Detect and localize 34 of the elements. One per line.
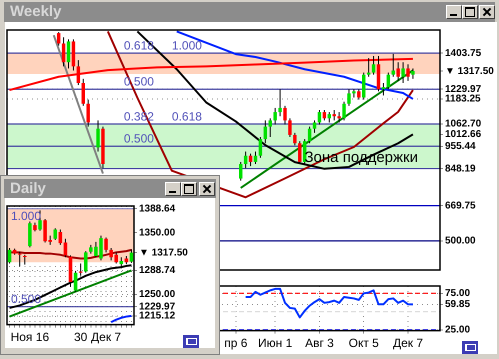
x-tick-label: 30 bbox=[74, 330, 88, 344]
chart-title: Daily bbox=[4, 179, 216, 198]
x-tick-label: Окт 5 bbox=[348, 336, 380, 350]
y-tick-label: 1062.70 bbox=[445, 118, 482, 130]
y-tick-label: ▼ 1317.50 bbox=[445, 66, 494, 77]
y-tick-label: 1215.12 bbox=[139, 310, 176, 322]
annotation: 0.500 bbox=[124, 132, 154, 146]
x-tick-label: пр 6 bbox=[224, 336, 248, 350]
y-tick-label: 955.44 bbox=[445, 141, 476, 152]
y-tick-label: 1229.97 bbox=[445, 84, 482, 95]
y-tick-label: 848.19 bbox=[445, 163, 476, 174]
y-tick-label: 669.75 bbox=[445, 200, 476, 212]
y-tick-label: 1350.00 bbox=[139, 227, 176, 238]
y-tick-label: 1183.25 bbox=[445, 94, 482, 105]
chart-title: Weekly bbox=[4, 2, 495, 22]
y-tick-label: 75.00 bbox=[445, 288, 470, 300]
y-tick-label: 500.00 bbox=[445, 236, 476, 247]
y-tick-label: ▼ 1317.50 bbox=[139, 247, 188, 258]
y-tick-label: 1229.97 bbox=[139, 301, 176, 312]
x-tick-label: Дек 7 bbox=[91, 330, 122, 344]
annotation: 0.618 bbox=[124, 38, 154, 52]
y-tick-label: 25.00 bbox=[445, 324, 470, 336]
x-tick-label: Авг 3 bbox=[305, 336, 334, 350]
annotation: 1.000 bbox=[172, 38, 202, 52]
annotation: 0.618 bbox=[172, 109, 202, 124]
y-tick-label: 1012.66 bbox=[445, 129, 482, 140]
x-tick-label: Дек 7 bbox=[392, 336, 424, 350]
y-tick-label: 59.85 bbox=[445, 299, 470, 310]
y-tick-label: 1388.64 bbox=[139, 203, 176, 214]
y-tick-label: 1288.74 bbox=[139, 265, 176, 276]
y-tick-label: 1403.75 bbox=[445, 48, 482, 59]
y-tick-label: 1250.00 bbox=[139, 289, 176, 300]
x-tick-label: Ноя 16 bbox=[10, 330, 50, 344]
x-tick-label: Июн 1 bbox=[258, 336, 293, 350]
